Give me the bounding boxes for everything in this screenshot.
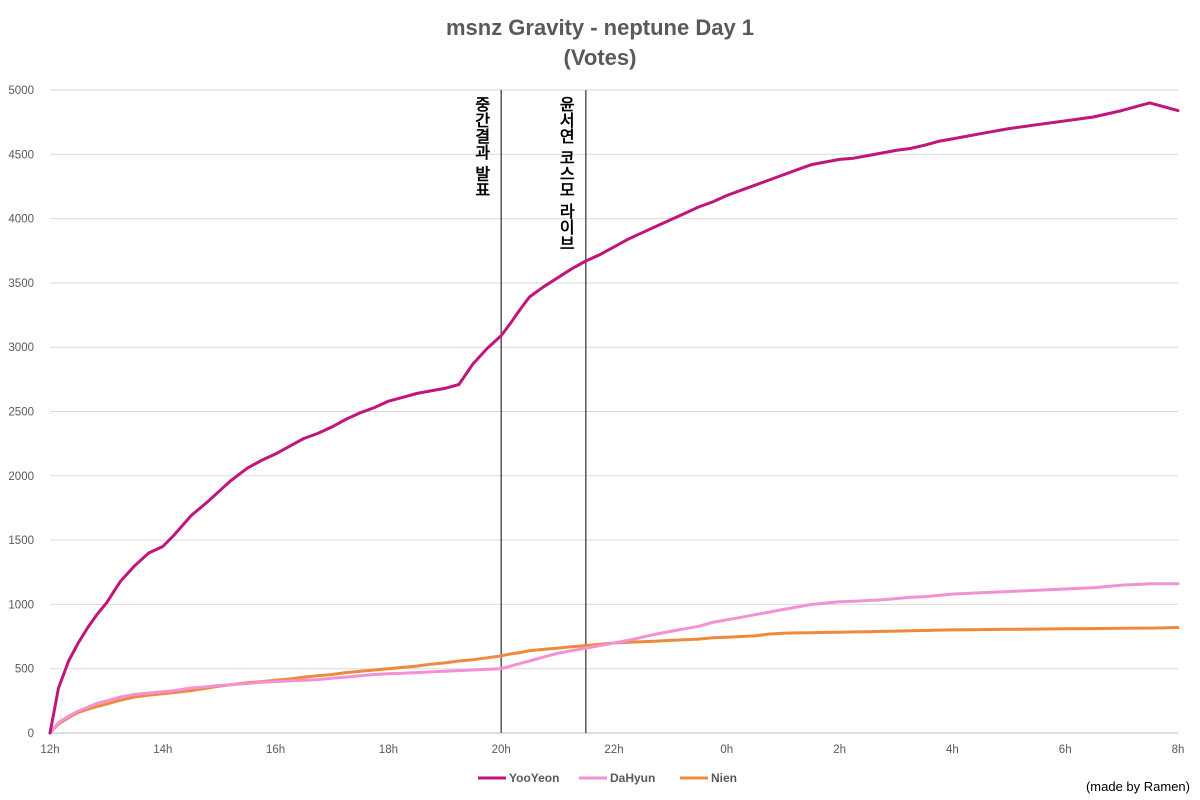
x-tick-label: 6h xyxy=(1059,744,1072,756)
x-tick-label: 20h xyxy=(492,744,511,756)
y-tick-label: 2000 xyxy=(8,471,34,483)
chart-subtitle: (Votes) xyxy=(564,45,637,70)
y-tick-label: 5000 xyxy=(8,85,34,97)
x-tick-label: 22h xyxy=(604,744,623,756)
series-line-dahyun xyxy=(48,582,1180,735)
y-tick-label: 0 xyxy=(28,728,34,740)
legend-label: YooYeon xyxy=(509,771,559,785)
y-tick-label: 1000 xyxy=(8,599,34,611)
y-tick-label: 1500 xyxy=(8,535,34,547)
y-axis: 0 500 1000 1500 2000 2500 3000 3500 4000 4500 5000 xyxy=(8,85,34,740)
y-tick-label: 3500 xyxy=(8,278,34,290)
x-axis: 12h 14h 16h 18h 20h 22h 0h 2h 4h 6h 8h xyxy=(40,744,1184,756)
x-tick-label: 12h xyxy=(40,744,59,756)
y-tick-label: 2500 xyxy=(8,407,34,419)
annotations: 중간결과 발표 윤서연 코스모 라이브 xyxy=(472,90,587,733)
y-tick-label: 3000 xyxy=(8,342,34,354)
y-tick-label: 4000 xyxy=(8,214,34,226)
annotation-label: 중간결과 발표 xyxy=(472,96,491,198)
legend-label: DaHyun xyxy=(610,771,655,785)
y-tick-label: 4500 xyxy=(8,149,34,161)
series-line-yooyeon xyxy=(48,101,1180,735)
credit-text: (made by Ramen) xyxy=(1085,779,1190,794)
series-line-nien xyxy=(48,626,1180,735)
legend-label: Nien xyxy=(711,771,737,785)
x-tick-label: 8h xyxy=(1172,744,1185,756)
y-tick-label: 500 xyxy=(15,664,34,676)
legend: YooYeon DaHyun Nien xyxy=(478,771,737,785)
x-tick-label: 18h xyxy=(379,744,398,756)
annotation-label: 윤서연 코스모 라이브 xyxy=(556,96,575,251)
gridlines xyxy=(50,89,1178,734)
x-tick-label: 0h xyxy=(720,744,733,756)
series-lines xyxy=(48,101,1180,735)
x-tick-label: 4h xyxy=(946,744,959,756)
x-tick-label: 14h xyxy=(153,744,172,756)
x-tick-label: 16h xyxy=(266,744,285,756)
x-tick-label: 2h xyxy=(833,744,846,756)
chart-title: msnz Gravity - neptune Day 1 xyxy=(446,15,754,40)
